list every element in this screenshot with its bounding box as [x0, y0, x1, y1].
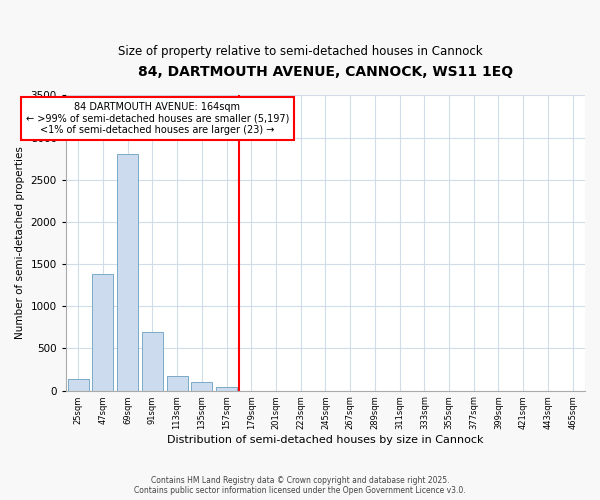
Bar [142, 332, 163, 390]
Bar [68, 379, 89, 390]
Y-axis label: Number of semi-detached properties: Number of semi-detached properties [15, 146, 25, 340]
X-axis label: Distribution of semi-detached houses by size in Cannock: Distribution of semi-detached houses by … [167, 435, 484, 445]
Bar [191, 382, 212, 390]
Bar [92, 274, 113, 390]
Bar [167, 376, 188, 390]
Text: 84 DARTMOUTH AVENUE: 164sqm
← >99% of semi-detached houses are smaller (5,197)
<: 84 DARTMOUTH AVENUE: 164sqm ← >99% of se… [26, 102, 289, 136]
Text: Size of property relative to semi-detached houses in Cannock: Size of property relative to semi-detach… [118, 45, 482, 58]
Text: Contains HM Land Registry data © Crown copyright and database right 2025.
Contai: Contains HM Land Registry data © Crown c… [134, 476, 466, 495]
Title: 84, DARTMOUTH AVENUE, CANNOCK, WS11 1EQ: 84, DARTMOUTH AVENUE, CANNOCK, WS11 1EQ [138, 65, 513, 79]
Bar [117, 154, 138, 390]
Bar [216, 387, 237, 390]
